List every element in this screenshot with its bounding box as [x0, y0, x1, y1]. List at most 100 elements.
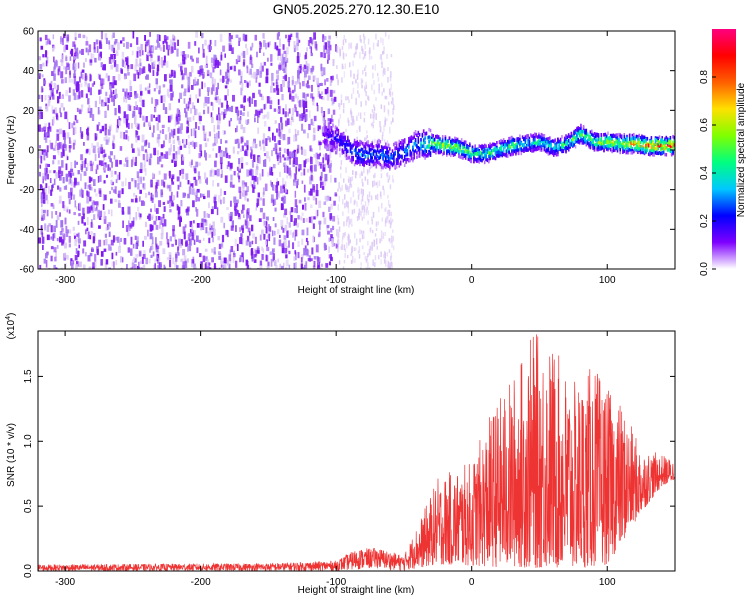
signal-cell [325, 138, 327, 143]
noise-cell [137, 206, 140, 212]
noise-cell [280, 122, 284, 130]
signal-cell [450, 153, 452, 158]
noise-cell [322, 211, 325, 218]
noise-cell [113, 53, 116, 59]
faint-cell [364, 87, 366, 93]
noise-cell [161, 124, 165, 129]
noise-cell [206, 177, 208, 185]
noise-cell [253, 259, 257, 263]
noise-cell [97, 176, 100, 183]
faint-cell [363, 212, 365, 219]
signal-cell [631, 136, 634, 140]
noise-cell [236, 125, 238, 132]
noise-cell [289, 91, 292, 97]
noise-cell [256, 177, 259, 185]
faint-cell [381, 82, 383, 88]
signal-cell [593, 132, 596, 136]
noise-cell [251, 160, 255, 168]
signal-cell [535, 134, 537, 138]
signal-cell [332, 130, 334, 134]
noise-cell [300, 263, 303, 269]
signal-cell [329, 140, 331, 145]
noise-cell [264, 114, 267, 118]
noise-cell [297, 130, 300, 136]
noise-cell [148, 258, 151, 264]
signal-cell [637, 141, 639, 145]
signal-cell [519, 134, 521, 138]
signal-cell [557, 138, 559, 142]
noise-cell [157, 134, 161, 140]
signal-cell [639, 135, 642, 140]
noise-cell [103, 248, 107, 252]
faint-cell [388, 34, 390, 40]
signal-cell [352, 157, 354, 162]
faint-cell [357, 90, 359, 94]
noise-cell [141, 200, 144, 206]
noise-cell [104, 128, 107, 136]
signal-cell [357, 151, 360, 155]
faint-cell [362, 230, 365, 235]
noise-cell [212, 169, 215, 177]
signal-cell [432, 146, 434, 151]
signal-cell [599, 146, 601, 150]
noise-cell [146, 51, 150, 56]
faint-cell [345, 53, 347, 57]
faint-cell [376, 181, 379, 188]
faint-cell [381, 62, 383, 69]
noise-cell [129, 86, 133, 92]
noise-cell [205, 227, 208, 234]
noise-cell [67, 192, 71, 199]
noise-cell [54, 61, 56, 70]
noise-cell [290, 207, 294, 213]
signal-cell [638, 133, 640, 138]
noise-cell [73, 212, 76, 216]
noise-cell [40, 185, 43, 190]
faint-cell [355, 247, 357, 251]
signal-cell [332, 133, 334, 137]
faint-cell [365, 136, 368, 142]
noise-cell [133, 256, 136, 261]
noise-cell [286, 118, 290, 125]
noise-cell [259, 70, 262, 78]
signal-cell [612, 148, 615, 152]
noise-cell [54, 256, 57, 262]
signal-cell [473, 150, 475, 154]
noise-cell [62, 230, 65, 236]
noise-cell [110, 209, 113, 217]
noise-cell [271, 194, 274, 202]
noise-cell [63, 137, 66, 145]
noise-cell [212, 228, 215, 236]
signal-cell [638, 147, 640, 151]
faint-cell [381, 91, 383, 96]
signal-cell [341, 132, 344, 137]
faint-cell [382, 131, 384, 136]
noise-cell [321, 181, 324, 186]
noise-cell [203, 102, 206, 109]
noise-cell [177, 205, 180, 211]
noise-cell [40, 195, 44, 204]
noise-cell [336, 65, 338, 69]
signal-cell [578, 140, 581, 144]
signal-cell [653, 149, 655, 153]
noise-cell [241, 180, 245, 187]
signal-cell [615, 140, 617, 144]
faint-cell [362, 70, 364, 75]
noise-cell [213, 54, 216, 60]
noise-cell [250, 181, 252, 186]
noise-cell [255, 77, 258, 83]
noise-cell [323, 154, 326, 161]
noise-cell [268, 156, 271, 162]
signal-cell [353, 138, 356, 143]
noise-cell [176, 48, 179, 57]
noise-cell [246, 169, 250, 177]
noise-cell [194, 168, 197, 174]
noise-cell [40, 230, 43, 235]
noise-cell [258, 218, 262, 222]
noise-cell [322, 157, 325, 164]
signal-cell [544, 149, 547, 153]
noise-cell [202, 125, 205, 131]
noise-cell [87, 83, 90, 89]
noise-cell [171, 177, 174, 182]
faint-cell [358, 246, 361, 253]
noise-cell [237, 54, 240, 61]
